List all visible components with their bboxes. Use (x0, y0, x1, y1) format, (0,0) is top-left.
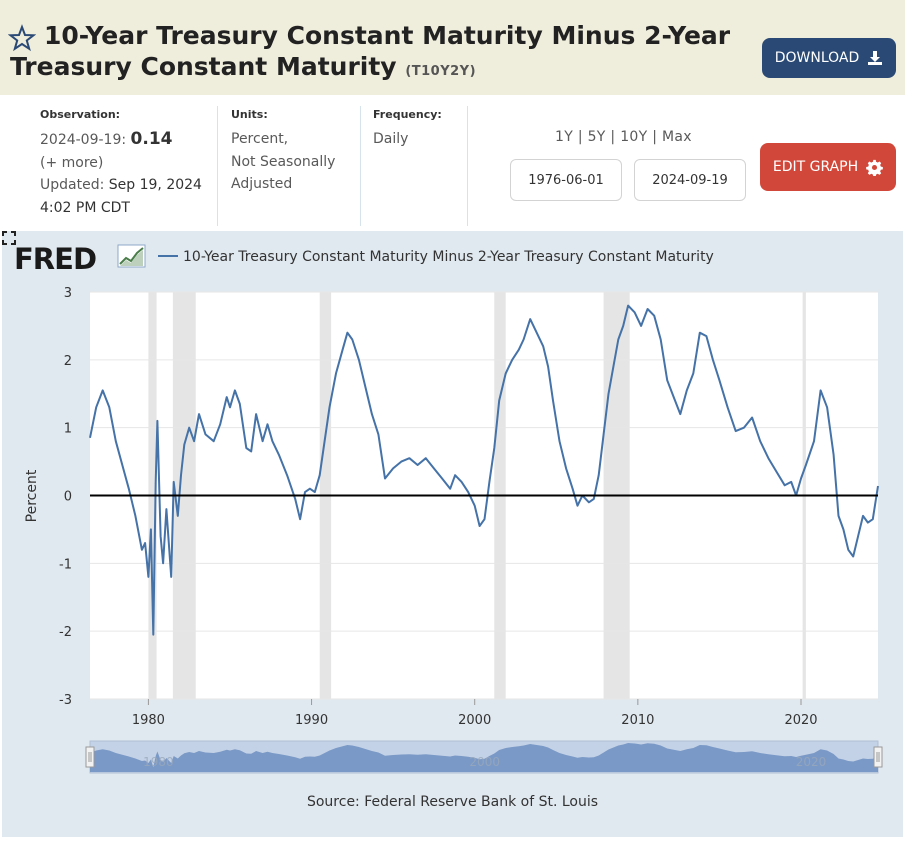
y-tick-label: 3 (64, 286, 72, 301)
navigator-handle-right[interactable] (873, 746, 883, 768)
legend-label[interactable]: 10-Year Treasury Constant Maturity Minus… (183, 249, 714, 265)
x-tick-label: 2000 (458, 713, 491, 728)
updated-time: 4:02 PM CDT (40, 199, 130, 216)
y-tick-label: -1 (59, 557, 72, 572)
navigator-series (90, 743, 878, 772)
observation-label: Observation: (40, 108, 121, 121)
range-5y-link[interactable]: 5Y (587, 129, 606, 145)
navigator-label: 2020 (796, 755, 827, 769)
chart-svg: FRED 10-Year Treasury Constant Maturity … (14, 242, 883, 774)
edit-graph-button[interactable]: EDIT GRAPH (760, 143, 896, 191)
x-tick-label: 2020 (784, 713, 817, 728)
range-links: 1Y | 5Y | 10Y | Max (555, 129, 692, 145)
observation-value: 0.14 (130, 129, 173, 149)
series-line (89, 304, 879, 636)
y-tick-label: -2 (59, 625, 72, 640)
frequency-label: Frequency: (373, 108, 442, 121)
edit-graph-label: EDIT GRAPH (772, 159, 859, 175)
navigator-labels: 1980 2000 2020 (143, 755, 826, 769)
navigator-label: 1980 (143, 755, 174, 769)
x-tick-label: 2010 (621, 713, 654, 728)
range-10y-link[interactable]: 10Y (620, 129, 648, 145)
range-1y-link[interactable]: 1Y (555, 129, 574, 145)
updated-label: Updated: (40, 177, 105, 193)
source-credit: Source: Federal Reserve Bank of St. Loui… (306, 794, 599, 810)
range-max-link[interactable]: Max (662, 129, 692, 145)
star-icon[interactable] (8, 24, 36, 52)
fred-logo: FRED (14, 242, 146, 276)
units-line: Percent, (231, 131, 289, 147)
y-tick-label: 2 (64, 354, 72, 369)
start-date-input[interactable]: 1976-06-01 (510, 159, 622, 201)
navigator-handle-left[interactable] (85, 746, 95, 768)
observation-block: Observation: 2024-09-19: 0.14 (+ more) U… (40, 106, 202, 219)
frequency-block: Frequency: Daily (373, 106, 442, 151)
units-block: Units: Percent, Not Seasonally Adjusted (231, 106, 335, 196)
y-tick-label: -3 (59, 693, 72, 708)
series-header: 10-Year Treasury Constant Maturity Minus… (0, 0, 905, 95)
x-axis-ticks: 1980 1990 2000 2010 2020 (132, 699, 818, 728)
series-meta: Observation: 2024-09-19: 0.14 (+ more) U… (0, 96, 905, 228)
divider (467, 106, 468, 226)
frequency-value: Daily (373, 131, 409, 147)
y-axis-ticks: 3 2 1 0 -1 -2 -3 (59, 286, 72, 708)
units-label: Units: (231, 108, 268, 121)
fred-chart-icon (117, 244, 146, 268)
x-tick-label: 1990 (295, 713, 328, 728)
range-navigator[interactable]: 1980 2000 2020 (85, 740, 883, 774)
units-line: Not Seasonally (231, 153, 336, 170)
download-icon (868, 51, 883, 65)
units-line: Adjusted (231, 176, 293, 192)
y-axis-label: Percent (24, 469, 40, 522)
more-observations-link[interactable]: (+ more) (40, 154, 104, 171)
gear-icon (866, 159, 883, 176)
y-tick-label: 0 (64, 490, 72, 505)
y-tick-label: 1 (64, 422, 72, 437)
divider (360, 106, 361, 226)
series-title: 10-Year Treasury Constant Maturity Minus… (10, 21, 731, 81)
fullscreen-icon[interactable] (2, 231, 16, 245)
end-date-input[interactable]: 2024-09-19 (634, 159, 746, 201)
page-title: 10-Year Treasury Constant Maturity Minus… (10, 20, 750, 87)
series-id: (T10Y2Y) (405, 64, 477, 79)
navigator-label: 2000 (469, 755, 500, 769)
fred-logo-text: FRED (14, 242, 96, 276)
download-button[interactable]: DOWNLOAD (762, 38, 896, 78)
download-label: DOWNLOAD (774, 50, 860, 66)
x-tick-label: 1980 (132, 713, 165, 728)
observation-date: 2024-09-19: (40, 132, 127, 148)
chart-panel: FRED 10-Year Treasury Constant Maturity … (2, 231, 903, 837)
divider (217, 106, 218, 226)
updated-value: Sep 19, 2024 (108, 177, 202, 193)
